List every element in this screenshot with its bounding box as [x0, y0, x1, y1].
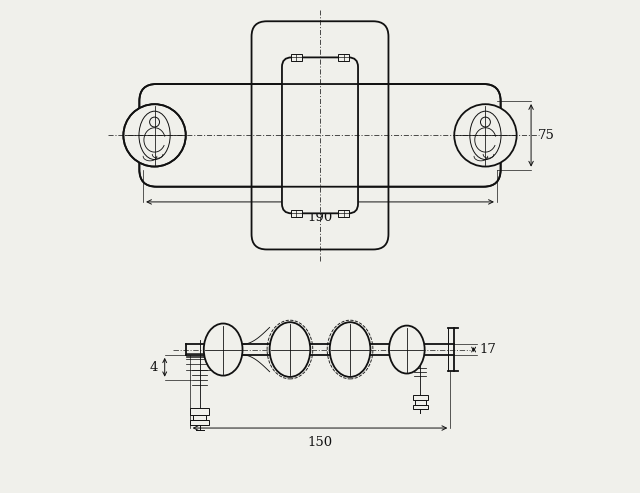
Text: 17: 17: [479, 343, 497, 356]
Bar: [415, 400, 426, 405]
Text: 150: 150: [307, 436, 333, 450]
Ellipse shape: [389, 325, 425, 374]
Text: 190: 190: [307, 211, 333, 224]
Bar: [193, 415, 207, 420]
Ellipse shape: [269, 322, 310, 377]
Bar: [191, 420, 209, 424]
Ellipse shape: [204, 323, 243, 376]
Bar: [191, 408, 209, 415]
Bar: [291, 210, 301, 217]
FancyBboxPatch shape: [140, 84, 500, 187]
Text: 75: 75: [538, 129, 555, 142]
FancyBboxPatch shape: [282, 57, 358, 213]
Text: 4: 4: [150, 361, 158, 374]
Bar: [413, 394, 428, 400]
Bar: [413, 405, 428, 409]
Circle shape: [124, 104, 186, 167]
Bar: [291, 54, 301, 61]
Ellipse shape: [330, 322, 371, 377]
Circle shape: [454, 104, 516, 167]
Bar: [339, 210, 349, 217]
Bar: [339, 54, 349, 61]
